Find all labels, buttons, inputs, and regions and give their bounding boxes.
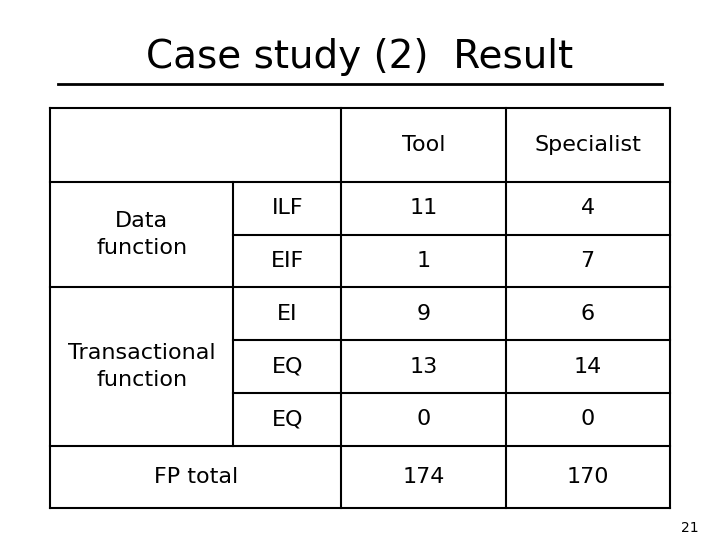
Text: 6: 6 bbox=[580, 304, 595, 324]
Text: 0: 0 bbox=[580, 409, 595, 429]
Text: Data
function: Data function bbox=[96, 212, 187, 258]
Text: 174: 174 bbox=[402, 467, 445, 487]
Text: 13: 13 bbox=[410, 356, 438, 376]
Text: 0: 0 bbox=[416, 409, 431, 429]
Text: FP total: FP total bbox=[154, 467, 238, 487]
Text: Transactional
function: Transactional function bbox=[68, 343, 215, 390]
Text: 7: 7 bbox=[580, 251, 595, 271]
Text: ILF: ILF bbox=[271, 198, 303, 218]
Text: EI: EI bbox=[277, 304, 297, 324]
Text: EIF: EIF bbox=[271, 251, 304, 271]
Text: EQ: EQ bbox=[271, 356, 303, 376]
Text: 4: 4 bbox=[580, 198, 595, 218]
Text: Tool: Tool bbox=[402, 135, 445, 155]
Text: 21: 21 bbox=[681, 521, 698, 535]
Text: 9: 9 bbox=[416, 304, 431, 324]
Text: 11: 11 bbox=[410, 198, 438, 218]
Text: Specialist: Specialist bbox=[534, 135, 641, 155]
Text: 170: 170 bbox=[567, 467, 609, 487]
Text: 14: 14 bbox=[573, 356, 602, 376]
Text: 1: 1 bbox=[416, 251, 431, 271]
Text: Case study (2)  Result: Case study (2) Result bbox=[146, 38, 574, 76]
Text: EQ: EQ bbox=[271, 409, 303, 429]
